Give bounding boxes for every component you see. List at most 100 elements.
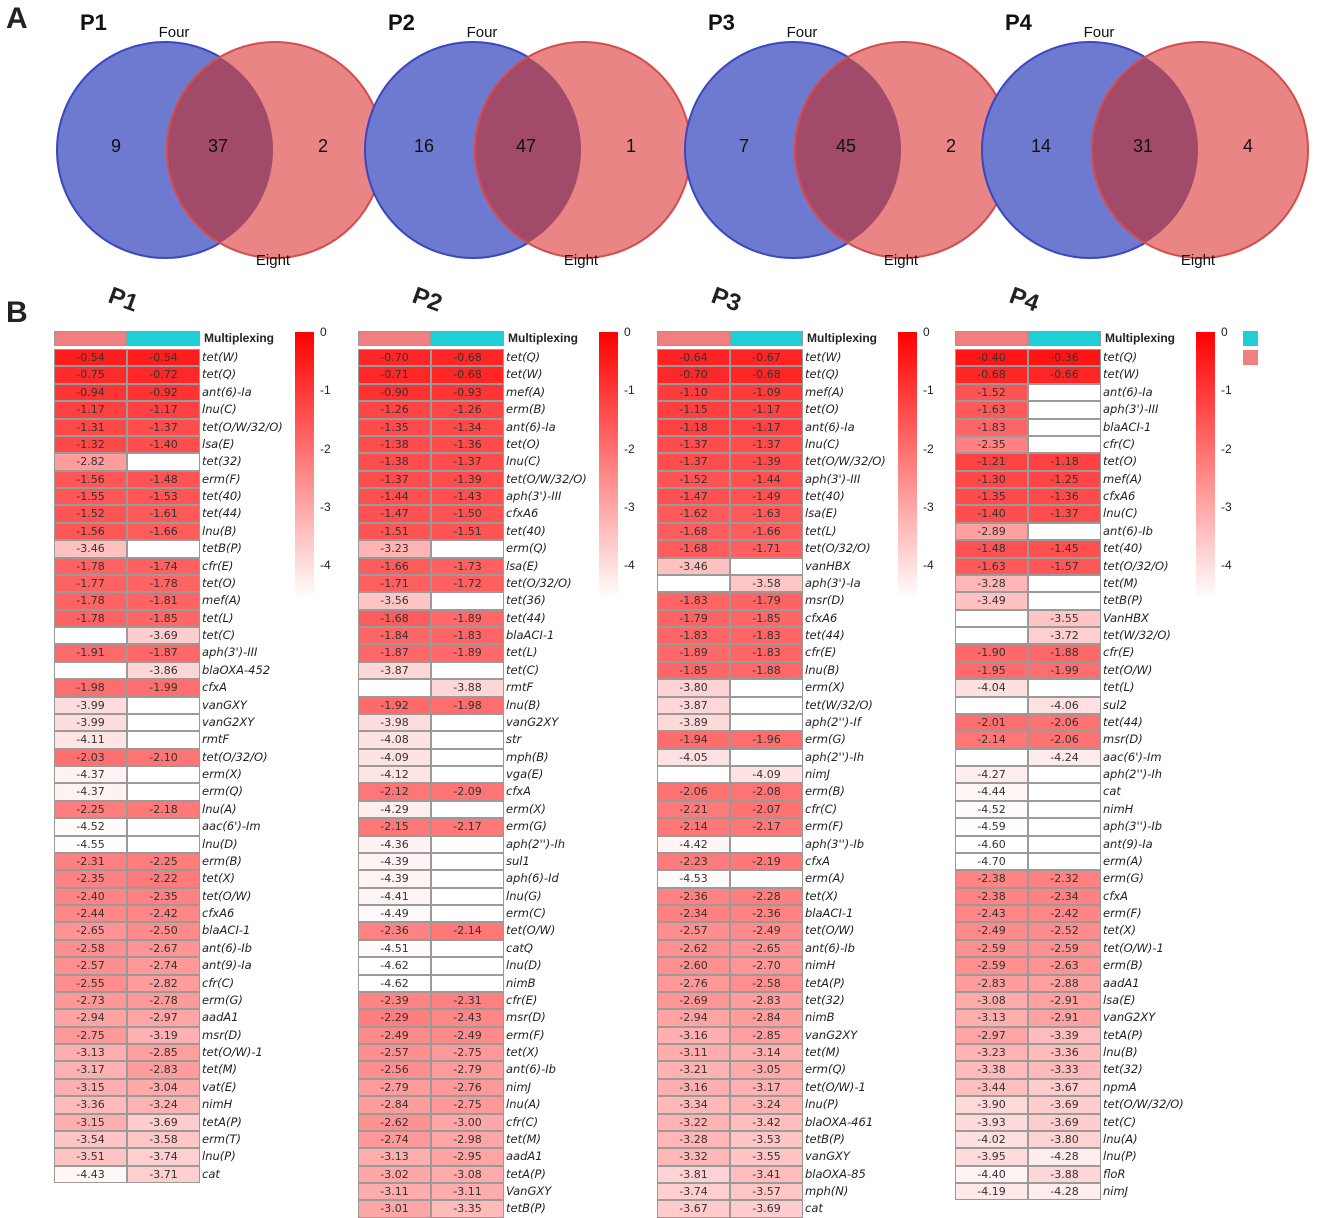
cell-four: -1.87 <box>358 644 431 662</box>
gene-label: tet(O/W)-1 <box>805 1079 866 1094</box>
cell-four: -1.79 <box>657 609 730 627</box>
cell-eight <box>1028 818 1101 836</box>
cell-four: -1.52 <box>54 505 127 523</box>
cell-eight: -2.88 <box>1028 974 1101 992</box>
cell-eight <box>1028 852 1101 871</box>
gene-label: lnu(A) <box>506 1097 541 1112</box>
legend-item-four <box>1243 350 1264 365</box>
gene-label: tet(L) <box>1103 680 1135 695</box>
cell-four: -2.84 <box>358 1096 431 1114</box>
gene-label: erm(F) <box>805 819 844 834</box>
gene-label: erm(B) <box>805 784 845 799</box>
cell-four: -2.69 <box>657 991 730 1010</box>
gene-label: tet(44) <box>805 628 845 642</box>
cell-eight <box>127 766 200 784</box>
gene-label: erm(F) <box>1103 906 1142 920</box>
gene-label: tet(W) <box>1103 367 1140 382</box>
gene-label: erm(G) <box>202 992 243 1007</box>
heatmap-p3: P3 Multiplexing -0.64 -0.67 tet(W) -0.70 -0.68… <box>657 280 977 1218</box>
cell-four: -4.52 <box>54 818 127 836</box>
cell-four: -1.37 <box>657 435 730 454</box>
cell-four: -2.35 <box>54 870 127 888</box>
cell-eight: -2.63 <box>1028 957 1101 975</box>
venn-p3: P3 Four Eight 7 45 2 <box>684 10 1012 269</box>
cell-four: -1.44 <box>358 488 431 506</box>
cell-eight <box>431 870 504 888</box>
gene-label: lsa(E) <box>1103 992 1136 1007</box>
cell-four: -3.13 <box>955 1009 1028 1027</box>
gene-label: tet(M) <box>202 1062 237 1077</box>
gene-label: cfr(C) <box>202 975 235 990</box>
cell-eight: -2.31 <box>431 991 504 1010</box>
cell-four: -1.47 <box>657 488 730 506</box>
gene-label: aph(3')-III <box>202 645 258 660</box>
cell-four: -1.37 <box>358 470 431 488</box>
cell-eight <box>431 835 504 853</box>
cell-four: -3.34 <box>657 1096 730 1114</box>
cell-eight: -3.80 <box>1028 1130 1101 1149</box>
gene-label: lnu(D) <box>506 958 542 973</box>
cell-eight <box>730 870 803 888</box>
gene-label: erm(B) <box>506 402 546 417</box>
cell-eight: -0.54 <box>127 349 200 367</box>
cell-four: -2.73 <box>54 991 127 1010</box>
cell-eight: -2.59 <box>1028 939 1101 958</box>
cell-four: -2.79 <box>358 1078 431 1097</box>
cell-eight: -1.49 <box>730 488 803 506</box>
gene-label: tet(W/32/O) <box>1103 628 1171 642</box>
cell-eight <box>1028 835 1101 853</box>
cell-four: -4.42 <box>657 835 730 853</box>
venn-label-eight: Eight <box>1181 252 1216 269</box>
gene-label: tetB(P) <box>202 541 242 556</box>
cell-four: -2.62 <box>358 1113 431 1131</box>
gene-label: tet(36) <box>506 593 546 608</box>
cell-four: -0.40 <box>955 349 1028 367</box>
cell-four: -3.36 <box>54 1096 127 1114</box>
gene-label: tet(C) <box>202 628 236 642</box>
gene-label: ant(6)-Ia <box>506 419 556 434</box>
gene-label: cfr(E) <box>506 992 538 1007</box>
cell-eight <box>127 453 200 471</box>
gene-label: cfr(E) <box>1103 645 1135 660</box>
gene-label: tet(32) <box>1103 1062 1143 1077</box>
gene-label: str <box>506 732 522 747</box>
cell-eight: -1.43 <box>431 488 504 506</box>
cell-four: -1.55 <box>54 488 127 506</box>
cell-four: -3.22 <box>657 1113 730 1131</box>
venn-title: P4 <box>1005 10 1033 35</box>
colorbar-tick: -4 <box>923 558 934 573</box>
cell-eight: -1.44 <box>730 470 803 488</box>
gene-label: tet(O/32/O) <box>805 541 871 556</box>
cell-four: -2.94 <box>54 1009 127 1027</box>
cell-four: -1.32 <box>54 435 127 454</box>
gene-label: erm(X) <box>202 767 242 781</box>
gene-label: erm(G) <box>1103 871 1144 886</box>
gene-label: sul1 <box>506 853 530 868</box>
cell-four: -1.83 <box>955 418 1028 436</box>
annotation-label: Multiplexing <box>204 331 274 345</box>
cell-eight: -1.66 <box>730 522 803 541</box>
cell-eight: -2.83 <box>127 1061 200 1079</box>
gene-label: erm(X) <box>805 680 845 695</box>
cell-eight: -1.73 <box>431 557 504 575</box>
cell-eight: -3.72 <box>1028 627 1101 645</box>
gene-label: tet(O/W/32/O) <box>202 419 283 434</box>
cell-eight: -2.95 <box>431 1148 504 1166</box>
cell-eight <box>730 748 803 766</box>
cell-eight: -4.09 <box>730 766 803 784</box>
venn-count-both: 37 <box>208 136 228 156</box>
cell-eight: -1.89 <box>431 644 504 662</box>
cell-eight: -3.57 <box>730 1183 803 1201</box>
cell-four: -1.21 <box>955 453 1028 471</box>
colorbar-tick: -3 <box>923 499 934 514</box>
cell-eight: -3.69 <box>1028 1113 1101 1131</box>
cell-eight: -1.85 <box>730 609 803 627</box>
gene-label: tet(O/W)-1 <box>202 1045 263 1059</box>
cell-eight: -3.36 <box>1028 1044 1101 1062</box>
cell-eight: -3.24 <box>127 1096 200 1114</box>
cell-four: -2.59 <box>955 939 1028 958</box>
gene-label: ant(6)-Ib <box>506 1062 556 1077</box>
gene-label: VanGXY <box>506 1184 552 1198</box>
venn-count-eight-only: 4 <box>1243 136 1253 156</box>
cell-eight: -4.06 <box>1028 696 1101 714</box>
